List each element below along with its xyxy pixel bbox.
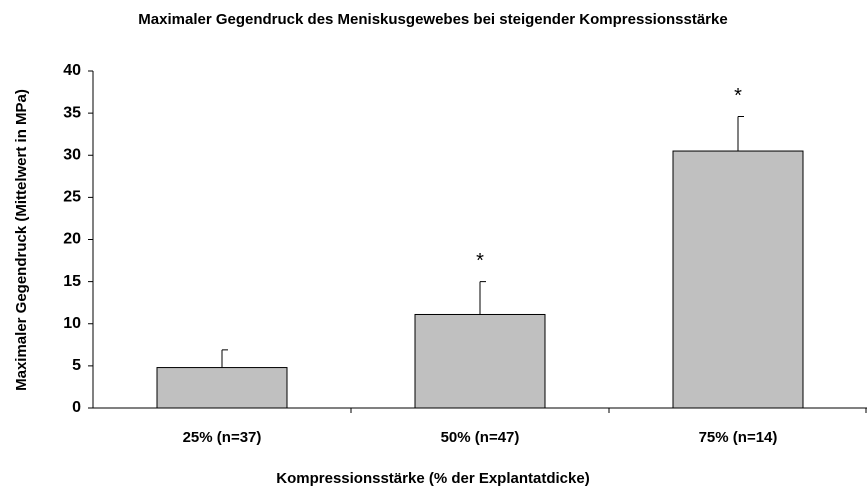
x-tick-label: 75% (n=14) [699, 429, 778, 446]
annotation: * [476, 250, 484, 272]
chart-title: Maximaler Gegendruck des Meniskusgewebes… [138, 11, 727, 28]
y-axis-label: Maximaler Gegendruck (Mittelwert in MPa) [13, 89, 30, 391]
y-tick-label: 40 [63, 62, 81, 79]
y-tick-label: 15 [63, 273, 81, 290]
bar [156, 367, 288, 409]
bar [672, 150, 804, 409]
bar [414, 313, 546, 409]
x-tick-label: 25% (n=37) [183, 429, 262, 446]
x-axis-label: Kompressionsstärke (% der Explantatdicke… [276, 470, 589, 487]
x-tick-label: 50% (n=47) [441, 429, 520, 446]
y-tick-label: 30 [63, 146, 81, 163]
annotation: * [734, 85, 742, 107]
y-tick-label: 20 [63, 231, 81, 248]
y-tick-label: 10 [63, 315, 81, 332]
y-tick-label: 5 [72, 357, 81, 374]
y-tick-label: 25 [63, 189, 81, 206]
y-tick-label: 35 [63, 104, 81, 121]
y-tick-label: 0 [72, 399, 81, 416]
